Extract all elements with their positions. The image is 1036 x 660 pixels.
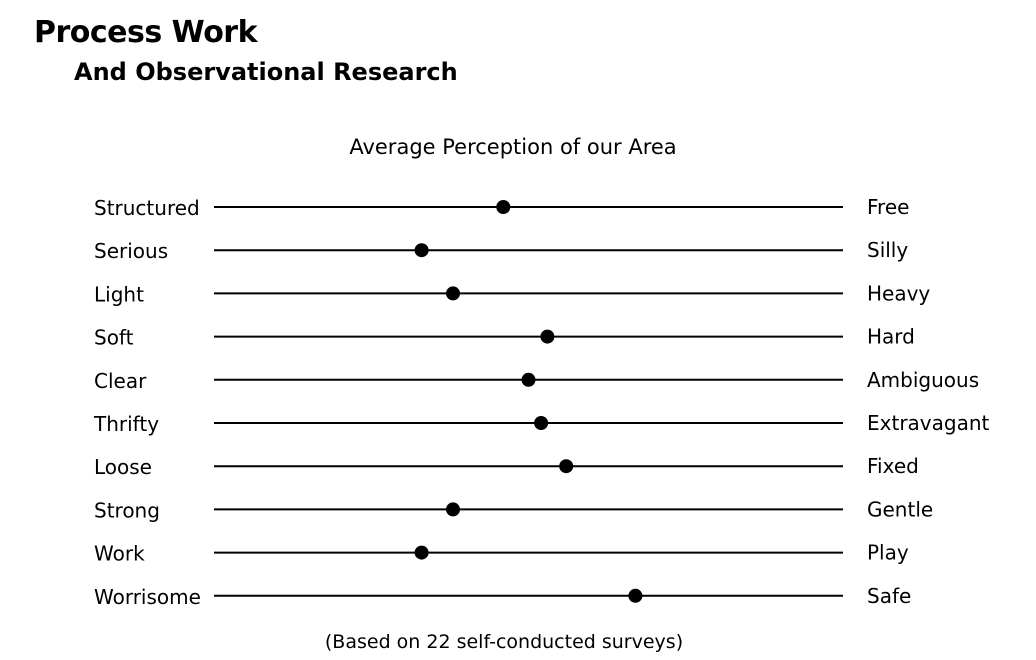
page-subtitle: And Observational Research (74, 58, 458, 86)
row-right-label: Silly (867, 238, 908, 262)
row-right-label: Ambiguous (867, 368, 979, 392)
row-left-label: Structured (94, 196, 200, 220)
row-average-dot (534, 416, 549, 430)
row-average-dot (496, 200, 511, 214)
row-right-label: Gentle (867, 497, 933, 521)
row-average-dot (521, 372, 536, 387)
row-average-dot (540, 329, 555, 344)
row-left-label: Soft (94, 326, 134, 350)
row-right-label: Heavy (867, 281, 930, 305)
row-average-dot (446, 502, 460, 517)
row-left-label: Work (94, 542, 145, 566)
row-right-label: Fixed (867, 454, 919, 478)
row-right-label: Safe (867, 584, 911, 608)
row-average-dot (414, 545, 429, 560)
row-right-label: Extravagant (867, 411, 990, 435)
page-title: Process Work (34, 15, 258, 50)
row-left-label: Strong (94, 498, 160, 522)
row-left-label: Clear (94, 369, 147, 393)
row-left-label: Serious (94, 239, 168, 263)
row-right-label: Hard (867, 325, 915, 349)
chart-footnote: (Based on 22 self-conducted surveys) (325, 631, 683, 653)
row-right-label: Free (867, 195, 909, 219)
row-left-label: Worrisome (94, 585, 201, 609)
row-right-label: Play (867, 541, 909, 565)
row-left-label: Thrifty (93, 412, 159, 436)
row-average-dot (446, 286, 460, 301)
chart-rows: Structured Free Serious Silly Light Heavy Soft… (93, 195, 990, 609)
row-left-label: Loose (94, 455, 152, 479)
row-left-label: Light (94, 282, 144, 306)
chart-title: Average Perception of our Area (349, 135, 676, 159)
row-average-dot (628, 588, 643, 603)
row-average-dot (559, 459, 574, 474)
row-average-dot (414, 243, 429, 258)
